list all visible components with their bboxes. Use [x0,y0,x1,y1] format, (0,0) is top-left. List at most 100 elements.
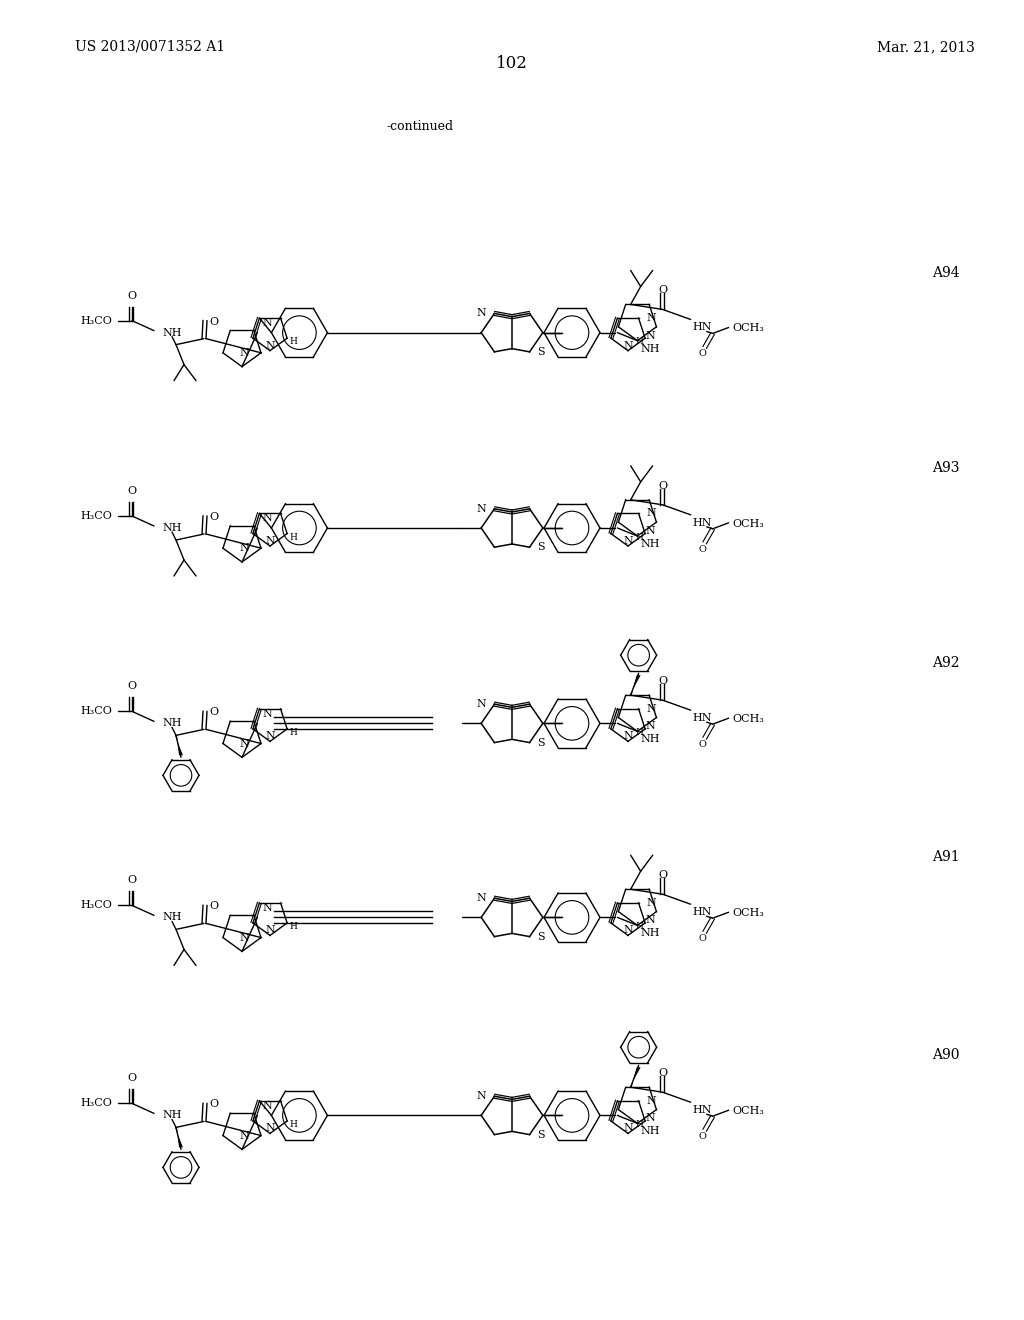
Text: O: O [210,1100,218,1109]
Text: N: N [240,348,249,358]
Text: N: N [476,894,486,903]
Text: OCH₃: OCH₃ [732,908,765,919]
Text: A91: A91 [933,850,961,865]
Text: HN: HN [692,322,712,333]
Text: O: O [658,285,668,296]
Text: N: N [265,536,274,546]
Text: -continued: -continued [386,120,454,133]
Text: HN: HN [692,907,712,917]
Text: O: O [698,741,707,750]
Text: N: N [645,915,655,925]
Text: O: O [210,512,218,521]
Text: O: O [127,486,136,496]
Text: N: N [265,731,274,742]
Text: N: N [624,731,633,742]
Text: N: N [265,925,274,936]
Text: OCH₃: OCH₃ [732,323,765,334]
Text: O: O [658,870,668,880]
Text: H: H [635,337,643,346]
Text: N: N [645,721,655,731]
Text: A92: A92 [933,656,961,671]
Text: NH: NH [162,327,181,338]
Text: O: O [698,545,707,554]
Text: A93: A93 [933,461,961,475]
Text: H₃CO: H₃CO [80,1098,112,1109]
Text: H: H [289,921,297,931]
Text: H: H [635,727,643,737]
Text: N: N [240,544,249,553]
Text: O: O [698,350,707,359]
Text: O: O [210,902,218,911]
Text: NH: NH [162,718,181,729]
Text: O: O [210,317,218,326]
Text: US 2013/0071352 A1: US 2013/0071352 A1 [75,40,225,54]
Text: H₃CO: H₃CO [80,511,112,521]
Text: 102: 102 [496,55,528,73]
Text: S: S [538,347,545,356]
Text: N: N [646,704,656,714]
Text: H₃CO: H₃CO [80,706,112,717]
Text: O: O [127,875,136,886]
Text: NH: NH [640,928,659,939]
Text: N: N [624,1123,633,1134]
Text: N: N [263,1101,272,1111]
Text: H: H [635,532,643,541]
Text: NH: NH [640,539,659,549]
Text: H: H [289,727,297,737]
Text: H: H [289,532,297,541]
Text: N: N [476,309,486,318]
Text: N: N [263,513,272,524]
Text: N: N [476,504,486,513]
Text: NH: NH [640,734,659,744]
Text: N: N [645,330,655,341]
Text: O: O [210,708,218,717]
Text: NH: NH [640,343,659,354]
Text: N: N [263,318,272,329]
Text: O: O [658,676,668,686]
Text: N: N [646,1096,656,1106]
Polygon shape [175,735,183,755]
Text: O: O [127,681,136,692]
Text: N: N [646,313,656,323]
Text: N: N [240,1131,249,1140]
Polygon shape [630,1067,641,1088]
Text: N: N [624,536,633,546]
Text: S: S [538,738,545,747]
Polygon shape [175,1127,183,1147]
Text: Mar. 21, 2013: Mar. 21, 2013 [878,40,975,54]
Text: HN: HN [692,713,712,723]
Text: N: N [646,898,656,908]
Text: NH: NH [162,1110,181,1121]
Text: HN: HN [692,517,712,528]
Text: A94: A94 [933,265,961,280]
Text: H: H [635,1119,643,1129]
Text: S: S [538,932,545,941]
Text: N: N [624,341,633,351]
Text: H: H [289,337,297,346]
Text: N: N [265,341,274,351]
Text: S: S [538,1130,545,1139]
Text: O: O [658,480,668,491]
Text: N: N [476,1092,486,1101]
Text: O: O [698,1133,707,1142]
Text: O: O [698,935,707,944]
Text: N: N [624,925,633,936]
Text: O: O [127,1073,136,1084]
Text: H₃CO: H₃CO [80,315,112,326]
Text: O: O [127,290,136,301]
Text: N: N [263,903,272,913]
Text: H: H [289,1119,297,1129]
Text: N: N [645,1113,655,1123]
Text: N: N [645,525,655,536]
Text: HN: HN [692,1105,712,1115]
Text: A90: A90 [933,1048,961,1063]
Text: N: N [646,508,656,519]
Text: N: N [240,739,249,748]
Text: NH: NH [640,1126,659,1137]
Text: S: S [538,543,545,552]
Text: N: N [476,700,486,709]
Text: OCH₃: OCH₃ [732,519,765,529]
Text: N: N [240,933,249,942]
Text: NH: NH [162,912,181,923]
Text: N: N [265,1123,274,1134]
